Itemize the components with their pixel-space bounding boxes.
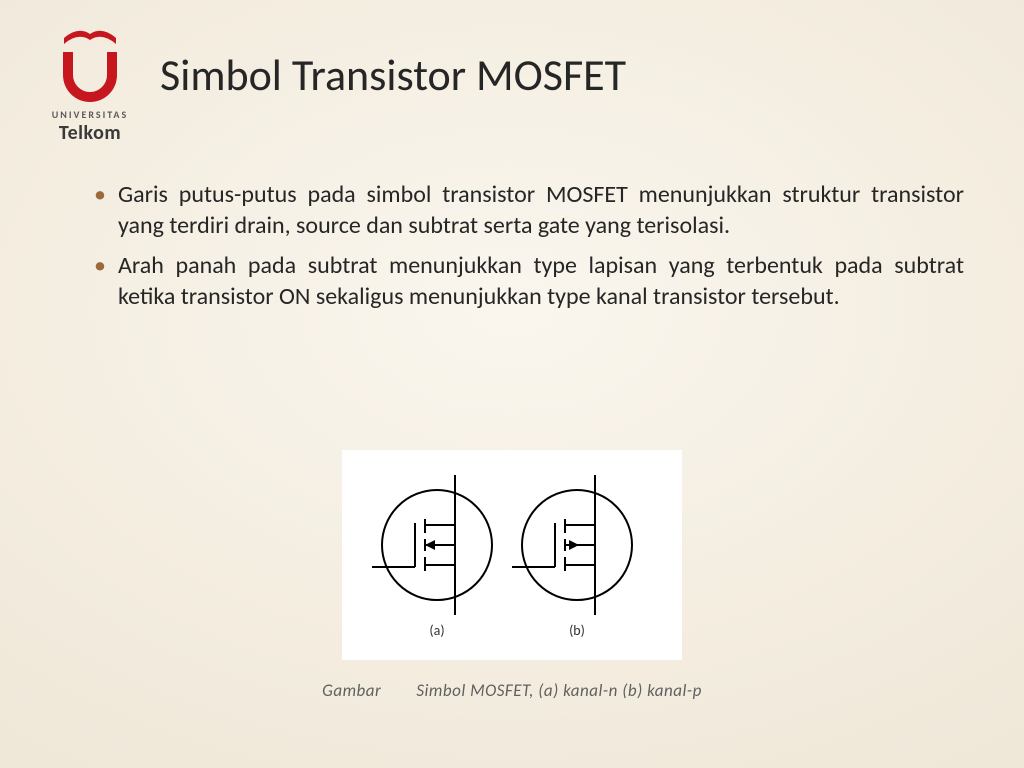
logo-u-icon — [63, 52, 117, 102]
mosfet-diagram: (a) (b) — [0, 450, 1024, 665]
bullet-item: Garis putus-putus pada simbol transistor… — [90, 180, 964, 241]
page-title: Simbol Transistor MOSFET — [160, 48, 626, 102]
body-content: Garis putus-putus pada simbol transistor… — [90, 180, 964, 323]
university-logo: UNIVERSITAS Telkom — [40, 20, 140, 145]
bullet-list: Garis putus-putus pada simbol transistor… — [90, 180, 964, 313]
bullet-item: Arah panah pada subtrat menunjukkan type… — [90, 251, 964, 312]
logo-book-icon — [60, 20, 120, 50]
svg-text:(b): (b) — [569, 622, 585, 639]
logo-line2: Telkom — [40, 121, 140, 145]
logo-line1: UNIVERSITAS — [40, 108, 140, 121]
figure-caption: Gambar Simbol MOSFET, (a) kanal-n (b) ka… — [0, 680, 1024, 701]
svg-text:(a): (a) — [429, 622, 444, 639]
